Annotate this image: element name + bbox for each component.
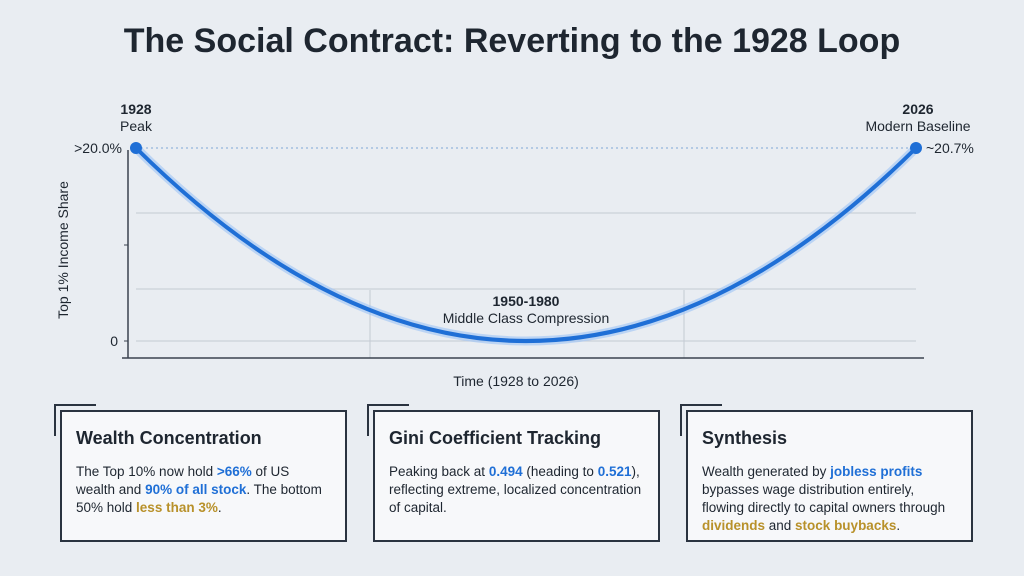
text: of US wealth and	[76, 464, 290, 497]
start-label: Peak	[120, 118, 153, 134]
highlight: 0.494	[488, 464, 523, 479]
text: (heading to	[522, 464, 598, 479]
y-zero-label: 0	[110, 333, 118, 349]
y-axis-label: Top 1% Income Share	[55, 181, 71, 319]
card-title: Gini Coefficient Tracking	[389, 428, 602, 448]
card: Gini Coefficient Tracking Peaking back at…	[367, 404, 660, 542]
start-year: 1928	[120, 101, 151, 117]
curve	[134, 146, 918, 343]
text: and	[765, 518, 796, 533]
corner-frame	[680, 404, 722, 436]
text: .	[896, 518, 901, 533]
text: ), reflecting extreme, localized concent…	[389, 464, 642, 515]
corner-frame	[54, 404, 96, 436]
highlight: dividends	[702, 518, 766, 533]
x-axis-label: Time (1928 to 2026)	[453, 373, 579, 389]
card: Wealth Concentration The Top 10% now hold…	[54, 404, 347, 542]
end-year: 2026	[902, 101, 933, 117]
end-label: Modern Baseline	[865, 118, 970, 134]
start-dot	[130, 142, 142, 154]
end-value: ~20.7%	[926, 140, 974, 156]
title: The Social Contract: Reverting to the 19…	[124, 22, 900, 60]
y-top-label: >20.0%	[74, 140, 122, 156]
highlight: >66%	[216, 464, 252, 479]
card-title: Wealth Concentration	[76, 428, 262, 448]
card-title: Synthesis	[702, 428, 788, 448]
card-body: Wealth generated by jobless profits bypa…	[702, 463, 957, 535]
corner-frame	[367, 404, 409, 436]
highlight: jobless profits	[830, 464, 923, 479]
text: Peaking back at	[389, 464, 489, 479]
highlight: less than 3%	[136, 500, 218, 515]
card-body: The Top 10% now hold >66% of US wealth a…	[76, 463, 331, 517]
end-dot	[910, 142, 922, 154]
text: Wealth generated by	[702, 464, 831, 479]
text: .	[217, 500, 222, 515]
card: Synthesis Wealth generated by jobless pro…	[680, 404, 973, 542]
card-body: Peaking back at 0.494 (heading to 0.521)…	[389, 463, 644, 517]
highlight: 0.521	[597, 464, 632, 479]
text: bypasses wage distribution entirely, flo…	[702, 482, 946, 515]
trough-label: Middle Class Compression	[443, 310, 610, 326]
text: The Top 10% now hold	[76, 464, 217, 479]
trough-years: 1950-1980	[493, 293, 560, 309]
highlight: stock buybacks	[795, 518, 897, 533]
highlight: 90% of all stock	[145, 482, 247, 497]
text: . The bottom 50% hold	[76, 482, 322, 515]
chart: The Social Contract: Reverting to the 19…	[55, 22, 974, 389]
